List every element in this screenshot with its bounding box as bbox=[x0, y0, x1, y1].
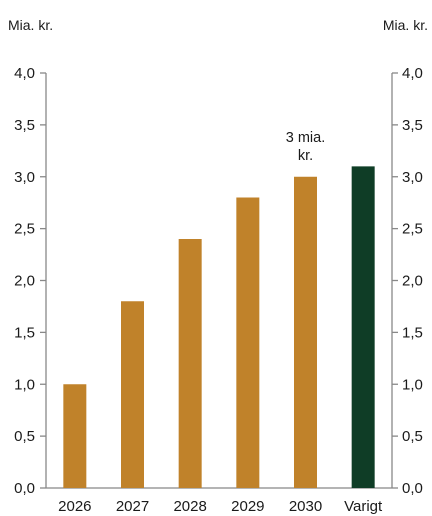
bar-varigt bbox=[351, 166, 375, 488]
bar-annotation: 3 mia. kr. bbox=[286, 130, 326, 164]
right-y-tick-label: 0,5 bbox=[402, 428, 423, 445]
left-y-tick-label: 2,0 bbox=[14, 273, 35, 290]
left-y-tick-label: 1,0 bbox=[14, 376, 35, 393]
category-label: 2030 bbox=[289, 498, 322, 515]
right-y-tick-label: 2,5 bbox=[402, 221, 423, 238]
left-y-tick-label: 1,5 bbox=[14, 324, 35, 341]
category-label: Varigt bbox=[344, 498, 383, 515]
annotation-line-1: 3 mia. bbox=[286, 130, 326, 146]
right-y-tick-label: 2,0 bbox=[402, 273, 423, 290]
left-y-axis-ticks: 0,0 0,5 1,0 1,5 2,0 2,5 3,0 3,5 4,0 bbox=[14, 65, 46, 497]
right-y-axis-unit: Mia. kr. bbox=[383, 17, 428, 33]
category-label: 2028 bbox=[173, 498, 206, 515]
left-y-axis-unit: Mia. kr. bbox=[8, 17, 53, 33]
left-y-tick-label: 0,5 bbox=[14, 428, 35, 445]
left-y-tick-label: 3,0 bbox=[14, 169, 35, 186]
annotation-line-2: kr. bbox=[298, 148, 313, 164]
bar-2030 bbox=[294, 176, 317, 488]
left-y-tick-label: 2,5 bbox=[14, 221, 35, 238]
right-y-tick-label: 1,5 bbox=[402, 324, 423, 341]
right-y-tick-label: 3,5 bbox=[402, 117, 423, 134]
category-labels: 2026 2027 2028 2029 2030 Varigt bbox=[58, 498, 383, 515]
right-y-axis-ticks: 0,0 0,5 1,0 1,5 2,0 2,5 3,0 3,5 4,0 bbox=[392, 65, 423, 497]
left-y-tick-label: 4,0 bbox=[14, 65, 35, 82]
category-label: 2026 bbox=[58, 498, 91, 515]
bar-2028 bbox=[178, 239, 202, 488]
left-y-tick-label: 0,0 bbox=[14, 480, 35, 497]
axes bbox=[45, 73, 393, 489]
right-y-tick-label: 3,0 bbox=[402, 169, 423, 186]
right-y-tick-label: 0,0 bbox=[402, 480, 423, 497]
category-label: 2027 bbox=[116, 498, 149, 515]
bars bbox=[63, 166, 375, 488]
bar-2026 bbox=[63, 384, 87, 488]
bar-2027 bbox=[121, 301, 144, 488]
right-y-tick-label: 1,0 bbox=[402, 376, 423, 393]
category-label: 2029 bbox=[231, 498, 264, 515]
right-y-tick-label: 4,0 bbox=[402, 65, 423, 82]
bar-2029 bbox=[236, 197, 260, 488]
left-y-tick-label: 3,5 bbox=[14, 117, 35, 134]
